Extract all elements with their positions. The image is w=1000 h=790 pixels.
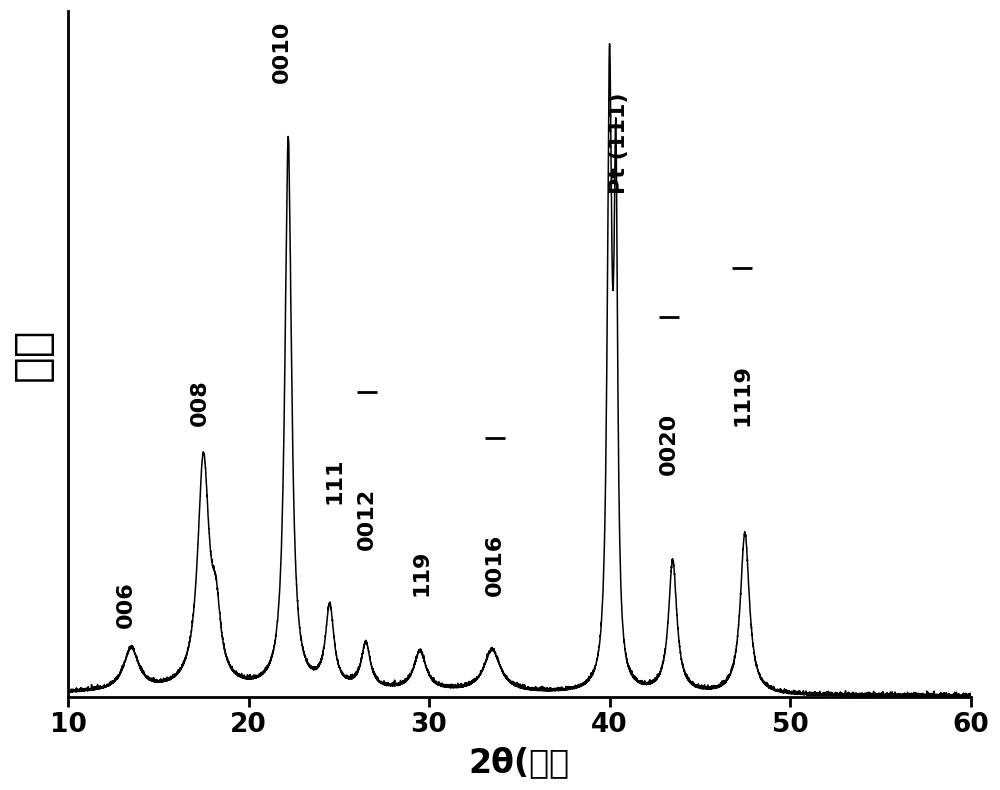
Text: Pt (111): Pt (111) (609, 92, 629, 194)
Text: 0020: 0020 (659, 412, 679, 475)
Text: 0016: 0016 (485, 533, 505, 596)
Text: 0010: 0010 (272, 21, 292, 83)
X-axis label: 2θ(度）: 2θ(度） (469, 746, 570, 779)
Y-axis label: 强度: 强度 (11, 327, 54, 381)
Text: 0012: 0012 (357, 488, 377, 550)
Text: 006: 006 (116, 581, 136, 628)
Text: 1119: 1119 (732, 364, 752, 426)
Text: 119: 119 (412, 549, 432, 596)
Text: 008: 008 (190, 379, 210, 426)
Text: 111: 111 (324, 457, 344, 504)
